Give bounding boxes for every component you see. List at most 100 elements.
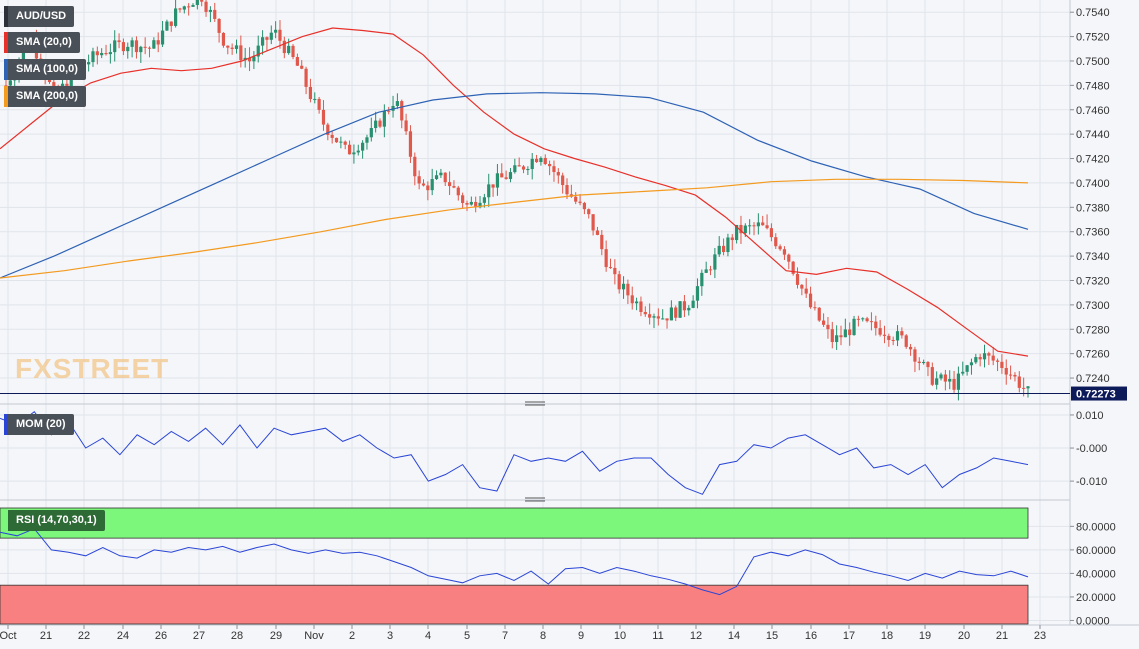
bear-candle (639, 301, 643, 312)
bull-candle (482, 197, 486, 203)
y-tick-label: 0.7340 (1076, 251, 1110, 263)
bear-candle (839, 335, 843, 338)
y-tick-label: 0.7420 (1076, 154, 1110, 166)
legend-rsi-marker (4, 510, 8, 531)
bear-candle (147, 47, 152, 49)
bear-candle (204, 1, 208, 12)
bull-candle (717, 245, 721, 255)
bear-candle (295, 57, 299, 66)
legend-mom[interactable]: MOM (20) (4, 414, 74, 435)
bear-candle (800, 284, 804, 289)
bear-candle (117, 40, 121, 43)
bear-candle (952, 378, 956, 390)
bear-candle (548, 164, 552, 167)
bear-candle (217, 18, 221, 33)
bear-candle (247, 57, 252, 62)
bear-candle (300, 65, 304, 69)
bear-candle (447, 182, 452, 187)
bear-candle (404, 120, 408, 132)
rsi-y-tick-label: 80.0000 (1076, 521, 1116, 533)
bear-candle (504, 177, 508, 179)
bull-candle (361, 142, 365, 151)
bull-candle (234, 45, 239, 49)
x-tick-label: 3 (387, 630, 393, 642)
bear-candle (1009, 374, 1013, 376)
x-tick-label: 2 (349, 630, 355, 642)
bear-candle (917, 361, 921, 364)
bull-candle (8, 80, 12, 86)
bull-candle (743, 225, 747, 234)
y-tick-label: 0.7400 (1076, 178, 1110, 190)
bear-candle (1004, 368, 1008, 375)
bear-candle (465, 202, 469, 205)
rsi-overbought-zone (0, 507, 1029, 539)
x-tick-label: 19 (919, 630, 931, 642)
legend-sma100[interactable]: SMA (100,0) (4, 59, 86, 80)
bear-candle (52, 82, 56, 89)
bull-candle (956, 373, 961, 390)
bear-candle (452, 186, 456, 188)
bull-candle (713, 254, 717, 270)
bear-candle (721, 245, 726, 253)
bull-candle (843, 329, 847, 338)
y-tick-label: 0.7440 (1076, 129, 1110, 141)
candlesticks (4, 0, 1030, 401)
bull-candle (478, 202, 482, 208)
y-tick-label: 0.7300 (1076, 300, 1110, 312)
bear-candle (791, 261, 795, 274)
bear-candle (178, 8, 182, 10)
bear-candle (378, 120, 382, 127)
bear-candle (421, 183, 426, 186)
bear-candle (787, 254, 791, 262)
bull-candle (526, 169, 530, 171)
legend-symbol-marker (4, 6, 8, 27)
legend-sma200[interactable]: SMA (200,0) (4, 86, 86, 107)
moving-averages (0, 27, 1029, 357)
bear-candle (613, 267, 617, 275)
sma100-line (0, 92, 1029, 279)
bull-candle (695, 286, 700, 301)
bull-candle (339, 141, 343, 143)
x-tick-label: 14 (728, 630, 740, 642)
legend-rsi[interactable]: RSI (14,70,30,1) (4, 510, 105, 531)
bear-candle (426, 185, 430, 191)
bull-candle (982, 353, 987, 360)
rsi-y-tick-label: 60.0000 (1076, 545, 1116, 557)
legend-sma20[interactable]: SMA (20,0) (4, 32, 80, 53)
y-tick-label: 0.7260 (1076, 349, 1110, 361)
bull-candle (126, 46, 130, 52)
bear-candle (1000, 361, 1004, 369)
bear-candle (413, 156, 417, 177)
x-tick-label: 29 (270, 630, 282, 642)
bear-candle (769, 228, 774, 238)
bear-candle (574, 196, 578, 202)
bear-candle (552, 166, 556, 173)
bear-candle (187, 6, 191, 8)
bull-candle (513, 165, 517, 173)
legend-symbol[interactable]: AUD/USD (4, 6, 75, 27)
bull-candle (861, 318, 865, 320)
y-tick-label: 0.7380 (1076, 202, 1110, 214)
y-tick-label: 0.7520 (1076, 32, 1110, 44)
bear-candle (708, 269, 713, 271)
bear-candle (4, 85, 8, 87)
x-tick-label: Nov (304, 630, 324, 642)
bull-candle (691, 300, 695, 308)
bear-candle (600, 234, 604, 250)
bull-candle (100, 53, 104, 56)
bull-candle (113, 40, 117, 53)
bear-candle (887, 335, 891, 340)
bear-candle (630, 295, 634, 304)
bear-candle (869, 321, 874, 323)
bull-candle (678, 301, 682, 318)
bull-candle (152, 40, 156, 49)
legend-sma200-marker (4, 86, 8, 107)
bear-candle (795, 273, 800, 285)
bear-candle (169, 21, 173, 26)
bear-candle (774, 237, 778, 247)
y-axis-ticks: 0.7540 0.7520 0.7500 0.7480 0.7460 0.7440 0.74… (1070, 7, 1116, 627)
bear-candle (987, 353, 991, 356)
x-tick-label: 21 (996, 630, 1008, 642)
bear-candle (822, 320, 826, 325)
